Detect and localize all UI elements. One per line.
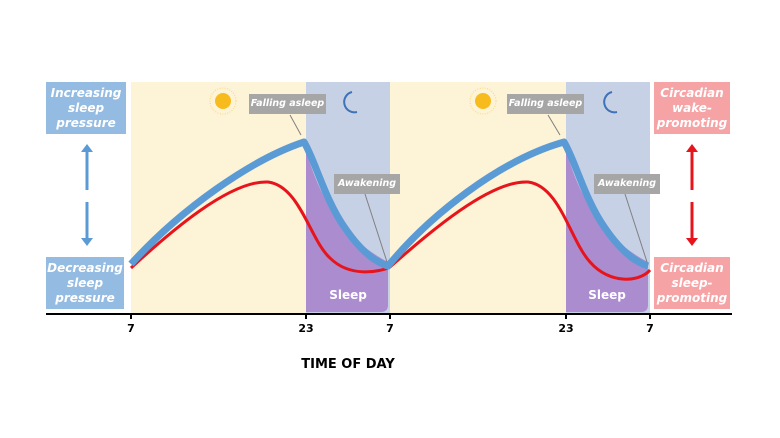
awakening-pointer-2 xyxy=(624,193,648,263)
x-axis-title: TIME OF DAY xyxy=(301,357,395,372)
tick-label: 7 xyxy=(646,322,654,335)
tick-label: 23 xyxy=(298,322,314,335)
circadian-arrow xyxy=(686,144,698,246)
sleep-label: Sleep xyxy=(588,288,626,302)
tick-label: 7 xyxy=(386,322,394,335)
awakening-pointer-1 xyxy=(364,193,388,263)
tick-label: 23 xyxy=(558,322,574,335)
awakening-callout: Awakening xyxy=(594,174,660,194)
sun-icon xyxy=(209,87,237,115)
sleep-label: Sleep xyxy=(329,288,367,302)
increasing-sleep-pressure-label: Increasing sleep pressure xyxy=(46,82,126,134)
circadian-wake-promoting-label: Circadian wake-promoting xyxy=(654,82,730,134)
falling-asleep-callout: Falling asleep xyxy=(507,94,584,114)
tick-label: 7 xyxy=(127,322,135,335)
moon-icon xyxy=(343,91,358,114)
homeostatic-curve xyxy=(128,138,650,270)
decreasing-sleep-pressure-label: Decreasing sleep pressure xyxy=(46,257,124,309)
awakening-callout: Awakening xyxy=(334,174,400,194)
falling-asleep-callout: Falling asleep xyxy=(249,94,326,114)
sun-icon xyxy=(469,87,497,115)
circadian-sleep-promoting-label: Circadian sleep-promoting xyxy=(654,257,730,309)
sleep-pressure-arrow xyxy=(81,144,93,246)
moon-icon xyxy=(603,91,618,114)
falling-asleep-pointer-2 xyxy=(547,114,561,136)
falling-asleep-pointer-1 xyxy=(289,114,302,136)
